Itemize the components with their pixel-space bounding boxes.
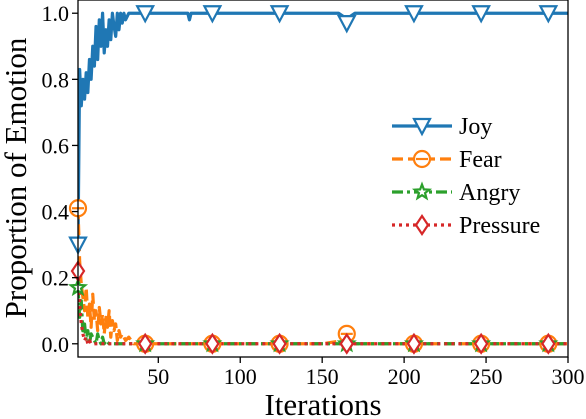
legend-label: Pressure [459,213,540,239]
legend-entry-pressure: Pressure [392,213,540,239]
data-point-pressure [406,332,422,355]
data-point-joy [336,15,357,34]
x-tick-label: 250 [470,364,503,389]
y-tick-label: 0.6 [42,133,70,158]
data-point-joy [404,5,424,24]
legend-entry-angry: Angry [392,180,520,206]
legend-label: Fear [459,147,502,173]
series-layer [78,11,568,346]
series-line-joy [78,11,568,245]
data-point-joy [471,5,491,24]
x-axis-title: Iterations [264,387,381,419]
data-point-joy [538,5,559,24]
y-tick-label: 1.0 [42,1,70,26]
x-tick-label: 200 [388,364,421,389]
marker-layer [67,5,559,355]
data-point-joy [135,5,156,24]
legend-label: Joy [459,114,492,140]
y-axis-title: Proportion of Emotion [0,37,33,318]
axis-layer: 50 100 150 200 250 300 0.0 0.2 0.4 0.6 0.8 1.0 [42,1,585,389]
legend-marker [411,181,433,201]
data-point-pressure [272,332,287,355]
legend-marker [412,117,432,137]
legend-entry-joy: Joy [392,114,492,140]
data-point-pressure [541,332,556,355]
y-tick-label: 0.0 [42,332,70,357]
legend-marker [414,214,430,236]
legend: Joy Fear Angry Pressure [392,114,540,239]
legend-marker [412,149,432,169]
legend-label: Angry [459,180,520,206]
y-tick-label: 0.2 [42,266,70,291]
data-point-joy [269,5,290,24]
y-tick-label: 0.8 [42,67,70,92]
series-line-angry [78,287,568,346]
plot-frame [77,0,569,358]
data-point-joy [202,5,223,24]
data-point-pressure [137,332,153,355]
data-point-pressure [339,332,355,355]
x-tick-label: 100 [224,364,257,389]
legend-entry-fear: Fear [392,147,502,173]
data-point-pressure [205,332,220,355]
x-tick-label: 300 [552,364,585,389]
x-tick-label: 50 [147,364,169,389]
series-line-pressure [78,270,568,346]
x-tick-label: 150 [306,364,339,389]
y-tick-label: 0.4 [42,200,70,225]
data-point-pressure [473,332,489,355]
